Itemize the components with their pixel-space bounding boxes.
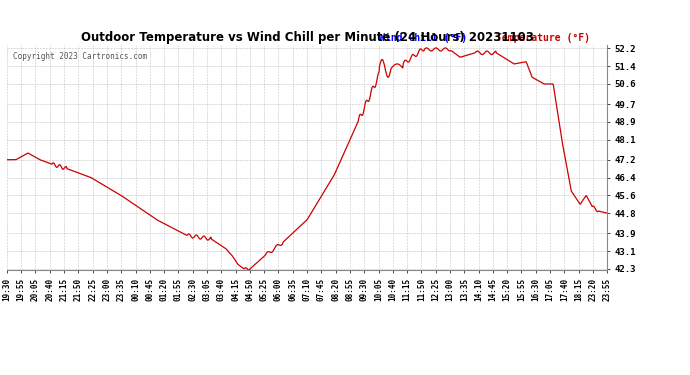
Text: Wind Chill (°F): Wind Chill (°F) [379,33,467,43]
Text: Copyright 2023 Cartronics.com: Copyright 2023 Cartronics.com [13,52,147,61]
Text: Temperature (°F): Temperature (°F) [496,33,590,43]
Title: Outdoor Temperature vs Wind Chill per Minute (24 Hours) 20231103: Outdoor Temperature vs Wind Chill per Mi… [81,31,533,44]
